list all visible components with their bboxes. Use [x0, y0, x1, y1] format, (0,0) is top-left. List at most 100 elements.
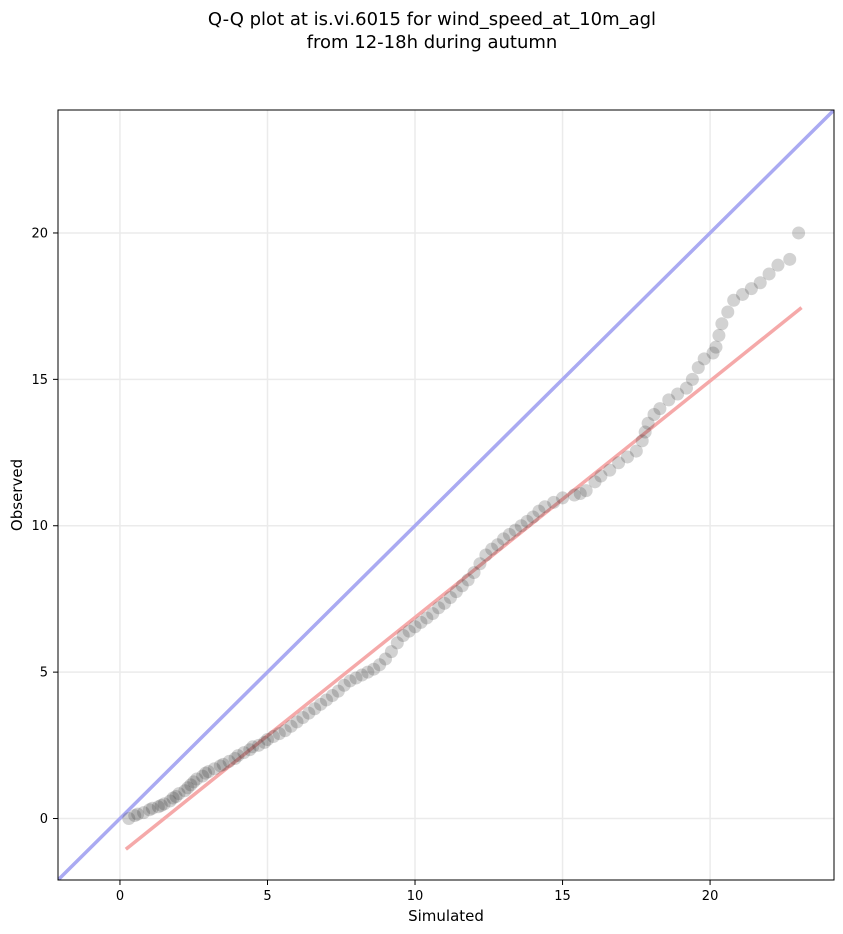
y-tick-label: 5: [40, 666, 48, 681]
quantile-point: [296, 711, 310, 725]
reference-lines: [58, 110, 834, 880]
quantile-point: [290, 715, 304, 729]
quantile-point: [641, 416, 655, 430]
quantile-point: [367, 662, 381, 676]
quantile-point: [258, 735, 272, 749]
quantile-point: [461, 573, 475, 587]
quantile-point: [662, 393, 676, 407]
fit-line: [124, 306, 803, 851]
quantile-point: [432, 601, 446, 615]
quantile-point: [246, 740, 260, 754]
quantile-point: [361, 665, 375, 679]
quantile-point: [567, 488, 581, 502]
quantile-point: [163, 794, 177, 808]
quantile-point: [122, 812, 136, 826]
quantile-point: [573, 487, 587, 501]
quantile-point: [213, 759, 227, 773]
quantile-point: [137, 806, 151, 820]
axis-ticks: 0 5 10 15 20 0 5 10 15 20: [31, 226, 718, 904]
quantile-point: [603, 463, 617, 477]
quantile-point: [443, 590, 457, 604]
quantile-point: [426, 607, 440, 621]
quantile-point: [594, 469, 608, 483]
quantile-point: [414, 615, 428, 629]
quantile-point: [228, 751, 242, 765]
quantile-point: [302, 706, 316, 720]
quantile-point: [727, 293, 741, 307]
quantile-point: [128, 809, 142, 823]
quantile-point: [314, 697, 328, 711]
quantile-point: [266, 730, 280, 744]
quantile-point: [709, 340, 723, 354]
quantile-point: [721, 305, 735, 319]
y-tick-label: 10: [31, 519, 48, 534]
quantile-point: [373, 658, 387, 672]
quantile-point: [783, 252, 797, 266]
quantile-point: [252, 738, 266, 752]
x-tick-label: 0: [116, 889, 124, 904]
quantile-point: [514, 519, 528, 533]
x-tick-label: 10: [407, 889, 424, 904]
quantile-point: [579, 484, 593, 498]
quantile-point: [184, 778, 198, 792]
quantile-point: [449, 585, 463, 599]
quantile-point: [396, 629, 410, 643]
quantile-point: [508, 523, 522, 537]
quantile-point: [762, 267, 776, 281]
quantile-point: [479, 548, 493, 562]
quantile-point: [736, 287, 750, 301]
quantile-point: [154, 798, 168, 812]
quantile-point: [685, 372, 699, 386]
quantile-point: [771, 258, 785, 272]
quantile-point: [629, 444, 643, 458]
quantile-point: [349, 671, 363, 685]
quantile-point: [455, 579, 469, 593]
quantile-point: [190, 772, 204, 786]
quantile-point: [355, 668, 369, 682]
quantile-point: [222, 754, 236, 768]
quantile-point: [744, 282, 758, 296]
x-tick-label: 5: [263, 889, 271, 904]
quantile-point: [635, 434, 649, 448]
plot-frame: [57, 109, 835, 881]
quantile-point: [243, 743, 257, 757]
quantile-point: [379, 652, 393, 666]
quantile-point: [337, 678, 351, 692]
y-axis-label: Observed: [8, 459, 26, 531]
quantile-point: [402, 624, 416, 638]
quantile-point: [199, 766, 213, 780]
quantile-point: [420, 611, 434, 625]
chart-title-line-2: from 12-18h during autumn: [307, 32, 558, 53]
quantile-point: [691, 361, 705, 375]
y-tick-label: 0: [40, 812, 48, 827]
quantile-point: [408, 620, 422, 634]
quantile-point: [207, 762, 221, 776]
quantile-point: [638, 425, 652, 439]
quantile-point: [620, 450, 634, 464]
quantile-point: [485, 542, 499, 556]
quantile-point: [588, 475, 602, 489]
quantile-point: [502, 528, 516, 542]
y-tick-label: 15: [31, 373, 48, 388]
quantile-point: [491, 538, 505, 552]
quantile-point: [679, 381, 693, 395]
quantile-point: [612, 456, 626, 470]
quantile-point: [181, 781, 195, 795]
quantile-point: [169, 790, 183, 804]
quantile-point: [671, 387, 685, 401]
quantile-point: [216, 757, 230, 771]
quantile-point: [532, 504, 546, 518]
quantile-point: [497, 532, 511, 546]
quantile-point: [278, 724, 292, 738]
quantile-point: [556, 491, 570, 505]
quantile-point: [390, 636, 404, 650]
quantile-point: [142, 803, 156, 817]
quantile-point: [715, 317, 729, 331]
quantile-point: [343, 674, 357, 688]
quantile-point: [712, 328, 726, 342]
x-axis-label: Simulated: [408, 907, 484, 925]
quantile-point: [284, 719, 298, 733]
quantile-point: [653, 402, 667, 416]
quantile-point: [187, 775, 201, 789]
quantile-point: [647, 407, 661, 421]
